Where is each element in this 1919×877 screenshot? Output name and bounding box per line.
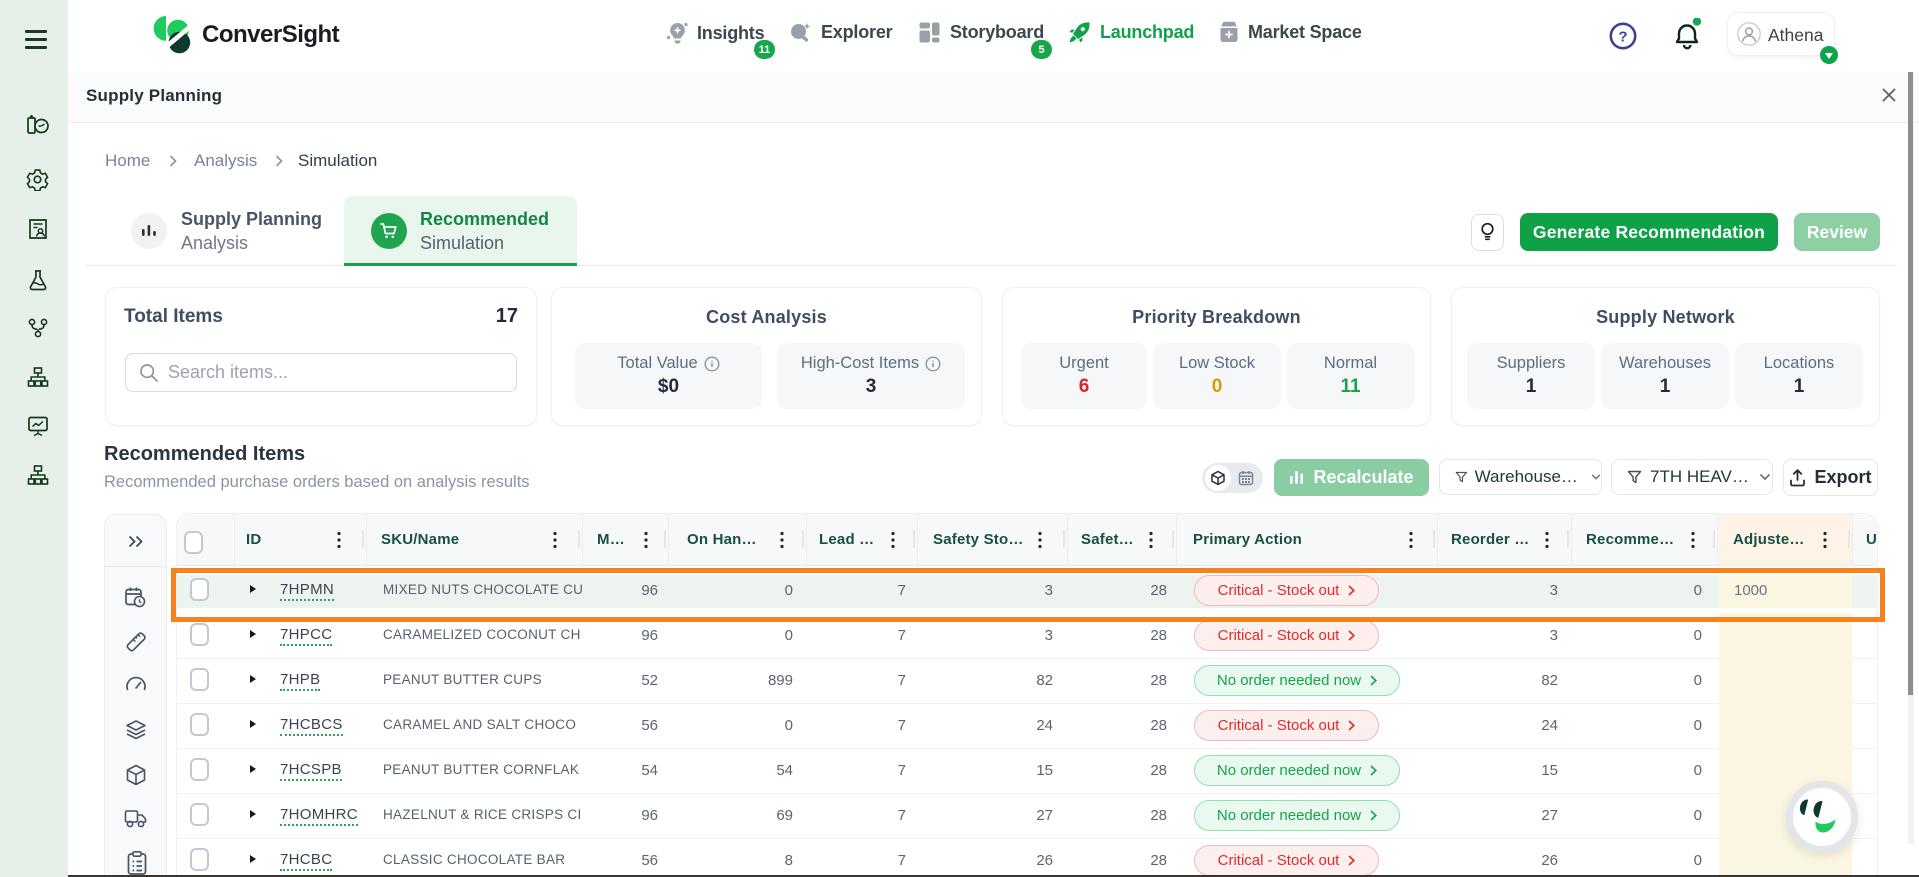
svg-text:?: ? [1618,29,1627,46]
